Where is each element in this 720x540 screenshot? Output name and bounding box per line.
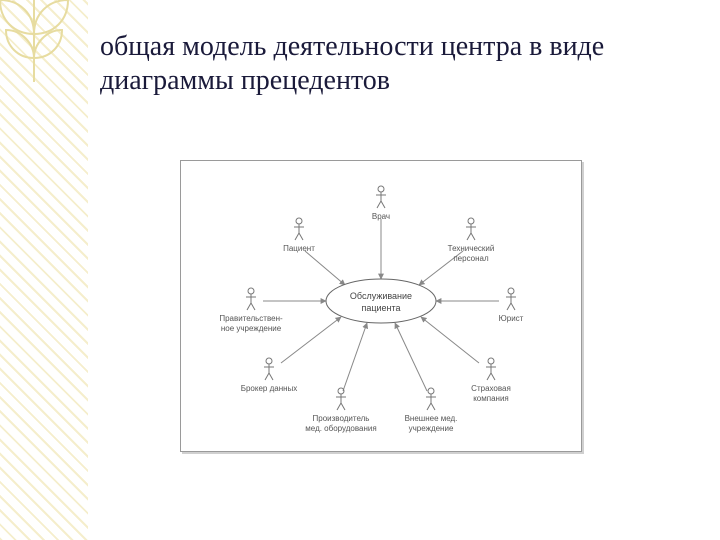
actor-gov: Правительствен-ное учреждение: [219, 288, 283, 333]
actor-label-jurist: Юрист: [499, 314, 524, 323]
actor-label-strah: Страховая: [471, 384, 511, 393]
slide-title: общая модель деятельности центра в виде …: [100, 30, 690, 97]
edge-broker: [281, 317, 341, 363]
actor-proizv: Производительмед. оборудования: [305, 388, 376, 433]
actor-techpers: Техническийперсонал: [448, 218, 495, 263]
actor-label2-gov: ное учреждение: [221, 324, 282, 333]
edge-vneshmed: [395, 323, 427, 391]
actor-label-gov: Правительствен-: [219, 314, 283, 323]
actor-label-proizv: Производитель: [313, 414, 370, 423]
edge-patient: [305, 251, 345, 285]
edge-proizv: [343, 323, 367, 391]
actor-label-broker: Брокер данных: [241, 384, 298, 393]
usecase-label-2: пациента: [361, 303, 400, 313]
actor-label-vneshmed: Внешнее мед.: [405, 414, 458, 423]
usecase-ellipse: [326, 279, 436, 323]
actor-label-patient: Пациент: [283, 244, 315, 253]
actor-broker: Брокер данных: [241, 358, 298, 393]
actor-strah: Страховаякомпания: [471, 358, 511, 403]
actor-label2-strah: компания: [473, 394, 509, 403]
actor-label-techpers: Технический: [448, 244, 495, 253]
actor-jurist: Юрист: [499, 288, 524, 323]
usecase-diagram: Обслуживание пациента Врач Пациент Техническ…: [180, 160, 582, 452]
decor-leaf-icon: [0, 0, 74, 84]
actor-label2-proizv: мед. оборудования: [305, 424, 376, 433]
actor-vneshmed: Внешнее мед.учреждение: [405, 388, 458, 433]
actor-label2-vneshmed: учреждение: [409, 424, 454, 433]
actor-patient: Пациент: [283, 218, 315, 253]
actor-label2-techpers: персонал: [453, 254, 489, 263]
edge-strah: [421, 317, 479, 363]
actor-vrach: Врач: [372, 186, 390, 221]
usecase-label: Обслуживание: [350, 291, 412, 301]
actor-label-vrach: Врач: [372, 212, 390, 221]
